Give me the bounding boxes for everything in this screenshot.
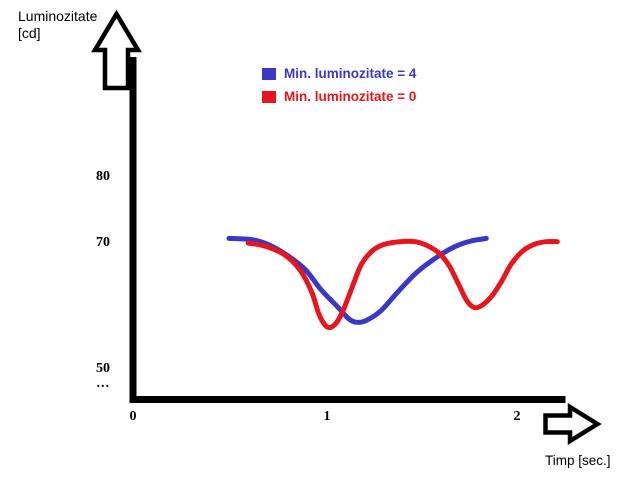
legend-label: Min. luminozitate = 4: [284, 66, 417, 81]
y-axis-title-line2: [cd]: [18, 25, 41, 41]
series-curve-min-luminozitate-4: [226, 235, 489, 325]
x-tick-1: 1: [323, 409, 331, 424]
x-axis-arrow-right-icon: [543, 402, 602, 446]
y-axis-arrow-up-icon: [91, 9, 142, 91]
legend-label: Min. luminozitate = 0: [284, 89, 417, 104]
x-axis-line: [129, 396, 566, 403]
legend-swatch-red-icon: [262, 90, 276, 103]
legend-item: Min. luminozitate = 0: [262, 89, 417, 104]
y-tick-70: 70: [96, 235, 110, 250]
x-axis-title: Timp [sec.]: [545, 453, 611, 468]
y-axis-break-dots: ...: [96, 376, 110, 391]
legend-item: Min. luminozitate = 4: [262, 66, 417, 81]
series-curve-min-luminozitate-0: [245, 238, 560, 331]
legend-swatch-blue-icon: [262, 67, 276, 80]
x-tick-2: 2: [513, 409, 521, 424]
x-tick-0: 0: [129, 409, 137, 424]
y-tick-80: 80: [96, 169, 110, 184]
legend: Min. luminozitate = 4 Min. luminozitate …: [262, 66, 417, 113]
y-axis-title-line1: Luminozitate: [18, 8, 98, 24]
y-axis-line: [129, 57, 137, 403]
y-tick-50: 50: [96, 361, 110, 376]
y-axis-title: Luminozitate [cd]: [18, 8, 97, 42]
